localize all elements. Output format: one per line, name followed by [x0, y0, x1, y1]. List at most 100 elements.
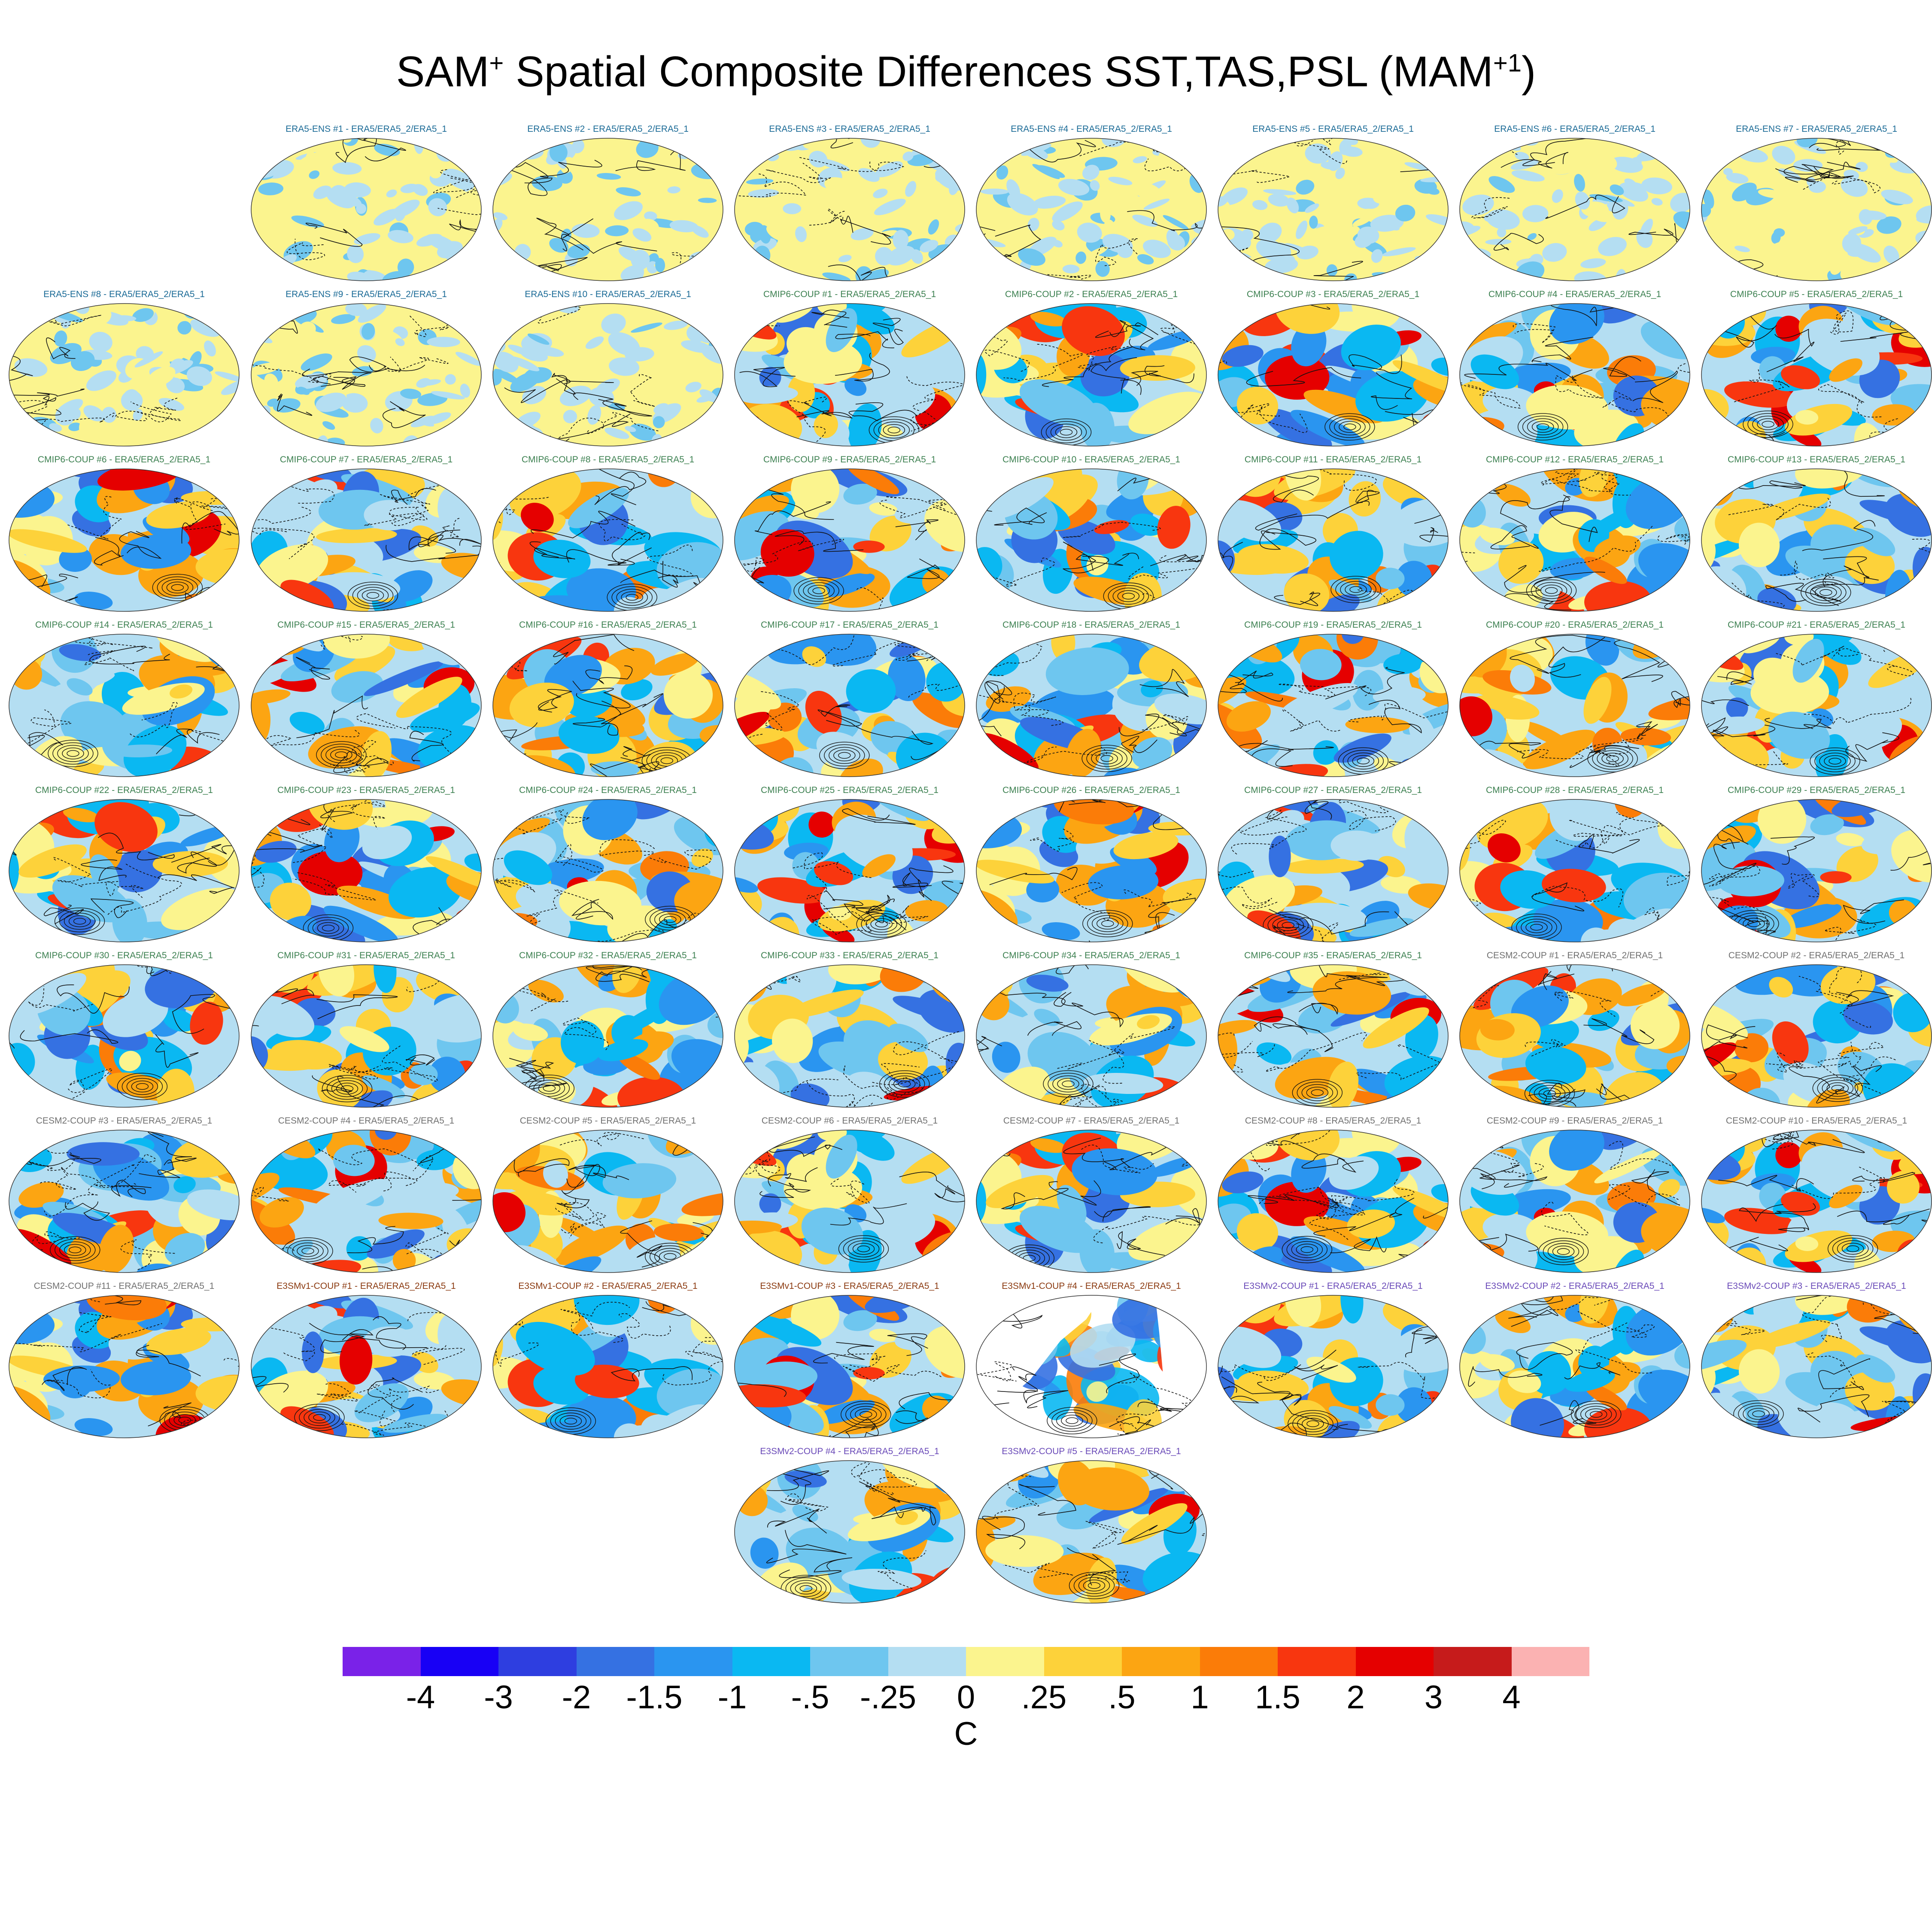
panel-title: CESM2-COUP #11 - ERA5/ERA5_2/ERA5_1 — [33, 1281, 215, 1291]
global-map — [251, 468, 482, 612]
global-map — [1218, 138, 1449, 281]
panel-title: CESM2-COUP #10 - ERA5/ERA5_2/ERA5_1 — [1725, 1116, 1908, 1126]
colorbar-tick-label: 1 — [1191, 1679, 1209, 1716]
colorbar-swatch — [1278, 1647, 1356, 1676]
panel-title: CMIP6-COUP #24 - ERA5/ERA5_2/ERA5_1 — [519, 785, 697, 795]
map-panel: CESM2-COUP #9 - ERA5/ERA5_2/ERA5_1 — [1454, 1115, 1695, 1280]
colorbar-swatch — [732, 1647, 810, 1676]
map-panel: CESM2-COUP #11 - ERA5/ERA5_2/ERA5_1 — [3, 1281, 245, 1446]
panel-title: CESM2-COUP #6 - ERA5/ERA5_2/ERA5_1 — [761, 1116, 938, 1126]
map-panel: E3SMv2-COUP #4 - ERA5/ERA5_2/ERA5_1 — [729, 1446, 970, 1611]
global-map — [1701, 138, 1932, 281]
panel-title: CMIP6-COUP #15 - ERA5/ERA5_2/ERA5_1 — [277, 620, 455, 630]
map-panel: CMIP6-COUP #22 - ERA5/ERA5_2/ERA5_1 — [3, 785, 245, 950]
global-map — [9, 303, 240, 447]
panel-title: CMIP6-COUP #2 - ERA5/ERA5_2/ERA5_1 — [1005, 289, 1178, 299]
panel-title: CMIP6-COUP #20 - ERA5/ERA5_2/ERA5_1 — [1486, 620, 1664, 630]
panel-title: CMIP6-COUP #27 - ERA5/ERA5_2/ERA5_1 — [1244, 785, 1422, 795]
map-panel: CMIP6-COUP #4 - ERA5/ERA5_2/ERA5_1 — [1454, 289, 1695, 454]
panel-title: CESM2-COUP #3 - ERA5/ERA5_2/ERA5_1 — [36, 1116, 213, 1126]
global-map — [9, 799, 240, 942]
global-map — [9, 634, 240, 777]
map-panel: CMIP6-COUP #30 - ERA5/ERA5_2/ERA5_1 — [3, 950, 245, 1115]
global-map — [492, 964, 723, 1108]
panel-title: CESM2-COUP #4 - ERA5/ERA5_2/ERA5_1 — [278, 1116, 455, 1126]
panel-title: CESM2-COUP #5 - ERA5/ERA5_2/ERA5_1 — [519, 1116, 696, 1126]
global-map — [1701, 964, 1932, 1108]
map-panel: ERA5-ENS #2 - ERA5/ERA5_2/ERA5_1 — [487, 124, 729, 289]
map-panel: CMIP6-COUP #27 - ERA5/ERA5_2/ERA5_1 — [1212, 785, 1454, 950]
global-map — [976, 1460, 1207, 1604]
panel-title: E3SMv2-COUP #5 - ERA5/ERA5_2/ERA5_1 — [1002, 1446, 1181, 1456]
map-panel: CMIP6-COUP #1 - ERA5/ERA5_2/ERA5_1 — [729, 289, 970, 454]
map-panel: E3SMv1-COUP #1 - ERA5/ERA5_2/ERA5_1 — [246, 1281, 487, 1446]
global-map — [492, 303, 723, 447]
global-map — [1701, 468, 1932, 612]
colorbar-swatch — [420, 1647, 498, 1676]
global-map — [1701, 799, 1932, 942]
map-panel: CMIP6-COUP #34 - ERA5/ERA5_2/ERA5_1 — [971, 950, 1212, 1115]
panel-title: CMIP6-COUP #21 - ERA5/ERA5_2/ERA5_1 — [1728, 620, 1905, 630]
global-map — [492, 634, 723, 777]
global-map — [1218, 468, 1449, 612]
colorbar-swatch — [888, 1647, 966, 1676]
map-panel: E3SMv2-COUP #3 - ERA5/ERA5_2/ERA5_1 — [1696, 1281, 1932, 1446]
map-panel: CESM2-COUP #1 - ERA5/ERA5_2/ERA5_1 — [1454, 950, 1695, 1115]
global-map — [9, 468, 240, 612]
colorbar-tick-label: .5 — [1108, 1679, 1136, 1716]
global-map — [492, 138, 723, 281]
colorbar-units: C — [954, 1716, 978, 1752]
global-map — [1459, 799, 1690, 942]
map-panel: CMIP6-COUP #14 - ERA5/ERA5_2/ERA5_1 — [3, 620, 245, 784]
global-map — [976, 1295, 1207, 1438]
map-panel: CMIP6-COUP #19 - ERA5/ERA5_2/ERA5_1 — [1212, 620, 1454, 784]
global-map — [734, 1130, 965, 1273]
map-panel: CMIP6-COUP #32 - ERA5/ERA5_2/ERA5_1 — [487, 950, 729, 1115]
map-panel: ERA5-ENS #6 - ERA5/ERA5_2/ERA5_1 — [1454, 124, 1695, 289]
global-map — [1459, 468, 1690, 612]
colorbar-swatch — [1434, 1647, 1512, 1676]
global-map — [251, 799, 482, 942]
global-map — [976, 303, 1207, 447]
colorbar-tick-label: 4 — [1502, 1679, 1521, 1716]
map-panel: E3SMv2-COUP #2 - ERA5/ERA5_2/ERA5_1 — [1454, 1281, 1695, 1446]
map-panel: E3SMv1-COUP #3 - ERA5/ERA5_2/ERA5_1 — [729, 1281, 970, 1446]
map-panel: CMIP6-COUP #33 - ERA5/ERA5_2/ERA5_1 — [729, 950, 970, 1115]
panel-title: CMIP6-COUP #26 - ERA5/ERA5_2/ERA5_1 — [1002, 785, 1180, 795]
map-panel: CESM2-COUP #4 - ERA5/ERA5_2/ERA5_1 — [246, 1115, 487, 1280]
panel-title: CMIP6-COUP #22 - ERA5/ERA5_2/ERA5_1 — [35, 785, 213, 795]
map-panel: CMIP6-COUP #3 - ERA5/ERA5_2/ERA5_1 — [1212, 289, 1454, 454]
panel-title: CESM2-COUP #7 - ERA5/ERA5_2/ERA5_1 — [1003, 1116, 1180, 1126]
global-map — [734, 468, 965, 612]
map-panel: CMIP6-COUP #15 - ERA5/ERA5_2/ERA5_1 — [246, 620, 487, 784]
colorbar-swatch — [810, 1647, 888, 1676]
map-panel: CESM2-COUP #10 - ERA5/ERA5_2/ERA5_1 — [1696, 1115, 1932, 1280]
map-panel: E3SMv2-COUP #5 - ERA5/ERA5_2/ERA5_1 — [971, 1446, 1212, 1611]
map-panel: ERA5-ENS #7 - ERA5/ERA5_2/ERA5_1 — [1696, 124, 1932, 289]
colorbar-swatch — [1122, 1647, 1200, 1676]
colorbar-tick-label: 3 — [1424, 1679, 1443, 1716]
panel-title: CESM2-COUP #9 - ERA5/ERA5_2/ERA5_1 — [1486, 1116, 1663, 1126]
global-map — [251, 634, 482, 777]
panel-title: CMIP6-COUP #31 - ERA5/ERA5_2/ERA5_1 — [277, 951, 455, 960]
panel-title: CMIP6-COUP #25 - ERA5/ERA5_2/ERA5_1 — [761, 785, 939, 795]
panel-title: CMIP6-COUP #18 - ERA5/ERA5_2/ERA5_1 — [1002, 620, 1180, 630]
panel-title: ERA5-ENS #2 - ERA5/ERA5_2/ERA5_1 — [527, 124, 689, 134]
global-map — [492, 799, 723, 942]
global-map — [9, 964, 240, 1108]
global-map — [492, 1130, 723, 1273]
colorbar-tick-label: -2 — [562, 1679, 591, 1716]
global-map — [1218, 634, 1449, 777]
map-panel: ERA5-ENS #1 - ERA5/ERA5_2/ERA5_1 — [246, 124, 487, 289]
panel-title: CMIP6-COUP #13 - ERA5/ERA5_2/ERA5_1 — [1728, 455, 1905, 465]
map-panel: CESM2-COUP #8 - ERA5/ERA5_2/ERA5_1 — [1212, 1115, 1454, 1280]
global-map — [734, 1460, 965, 1604]
colorbar — [343, 1647, 1589, 1676]
map-panel: E3SMv1-COUP #2 - ERA5/ERA5_2/ERA5_1 — [487, 1281, 729, 1446]
panel-title: CMIP6-COUP #9 - ERA5/ERA5_2/ERA5_1 — [763, 455, 936, 465]
map-panel: CMIP6-COUP #7 - ERA5/ERA5_2/ERA5_1 — [246, 454, 487, 619]
global-map — [1701, 1295, 1932, 1438]
global-map — [1218, 964, 1449, 1108]
panel-title: E3SMv2-COUP #4 - ERA5/ERA5_2/ERA5_1 — [760, 1446, 939, 1456]
panel-title: CESM2-COUP #2 - ERA5/ERA5_2/ERA5_1 — [1728, 951, 1905, 960]
